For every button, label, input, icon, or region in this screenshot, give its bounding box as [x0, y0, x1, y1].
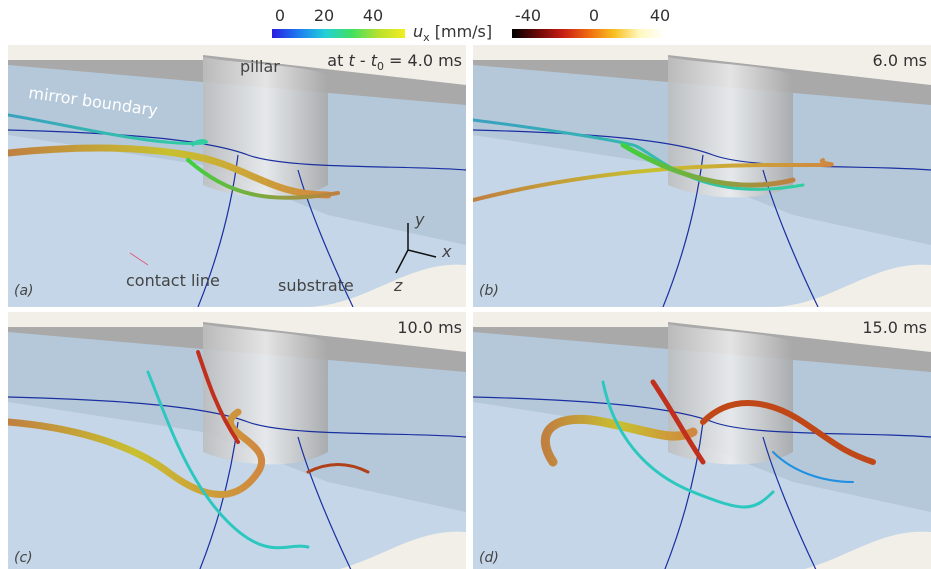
figure: 0 20 40 ux [mm/s] -40 0 40 at t - t0 = 4… — [0, 0, 931, 569]
panel-label: (d) — [479, 550, 499, 566]
mid: - — [355, 51, 371, 70]
rendering — [473, 312, 931, 569]
time-label: at t - t0 = 4.0 ms — [327, 51, 462, 73]
pillar — [203, 57, 328, 197]
pillar — [668, 324, 793, 464]
colorbar-tick: 40 — [650, 6, 670, 25]
colorbar-tick: 0 — [589, 6, 599, 25]
axis-y: y — [415, 210, 424, 229]
colorbar-velocity-2 — [512, 29, 665, 38]
panel-label: (c) — [14, 550, 33, 566]
axis-x: x — [442, 242, 451, 261]
time-label: 6.0 ms — [873, 51, 927, 70]
value: = 4.0 ms — [384, 51, 462, 70]
panel-label: (a) — [14, 283, 34, 299]
rendering — [8, 45, 466, 307]
pillar-label: pillar — [240, 57, 280, 76]
contact-line-label: contact line — [126, 271, 220, 290]
panel-label: (b) — [479, 283, 499, 299]
prefix: at — [327, 51, 348, 70]
colorbar-label: ux [mm/s] — [413, 22, 492, 44]
subscript: x — [423, 31, 430, 44]
colorbar-tick: 20 — [314, 6, 334, 25]
panel: 10.0 ms (c) — [8, 312, 466, 569]
panel: 6.0 ms (b) — [473, 45, 931, 307]
colorbar-velocity — [272, 29, 405, 38]
rendering — [8, 312, 466, 569]
colorbar-tick: -40 — [515, 6, 541, 25]
rendering — [473, 45, 931, 307]
time-label: 15.0 ms — [862, 318, 927, 337]
colorbar-tick: 0 — [275, 6, 285, 25]
time-label: 10.0 ms — [397, 318, 462, 337]
axis-z: z — [394, 276, 402, 295]
panel: 15.0 ms (d) — [473, 312, 931, 569]
unit: [mm/s] — [435, 22, 492, 41]
panel: at t - t0 = 4.0 ms pillar mirror boundar… — [8, 45, 466, 307]
substrate-label: substrate — [278, 276, 354, 295]
subscript: 0 — [377, 60, 384, 73]
symbol: u — [413, 22, 423, 41]
pillar — [203, 324, 328, 464]
colorbar-tick: 40 — [363, 6, 383, 25]
